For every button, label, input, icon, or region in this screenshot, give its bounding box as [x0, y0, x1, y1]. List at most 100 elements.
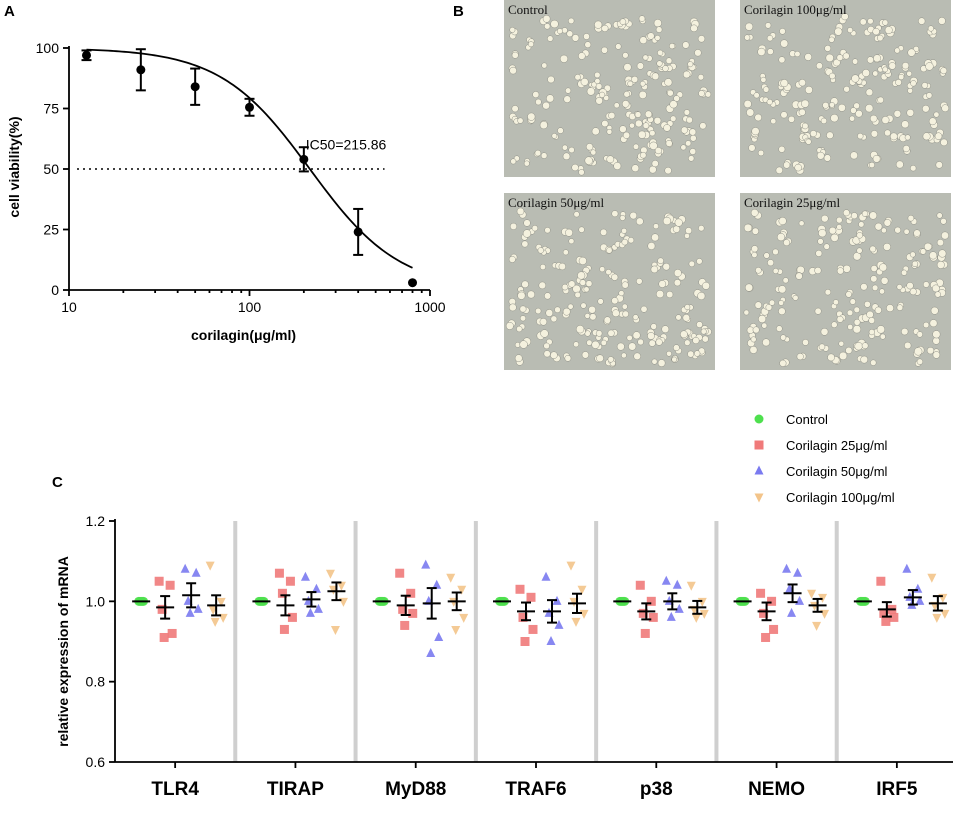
x-tick-label: 10: [61, 299, 77, 315]
cell: [921, 82, 929, 89]
cell: [843, 85, 850, 93]
cell: [585, 143, 594, 151]
cell: [805, 138, 812, 145]
cell: [622, 52, 629, 59]
cell: [794, 163, 802, 172]
cell: [649, 129, 656, 137]
cell: [651, 160, 659, 168]
data-point: [287, 612, 297, 622]
cell: [657, 49, 664, 56]
data-point: [408, 608, 418, 618]
category-label: p38: [640, 779, 673, 800]
cell: [595, 83, 603, 90]
cell: [633, 352, 641, 361]
cell: [615, 43, 622, 50]
cell: [606, 247, 613, 254]
cell: [562, 249, 569, 256]
cell: [637, 338, 644, 346]
cell: [665, 139, 673, 147]
micrograph: Corilagin 50μg/ml: [504, 193, 715, 370]
cell: [877, 96, 884, 104]
cell: [577, 271, 586, 280]
cell: [517, 291, 526, 300]
cell: [657, 359, 666, 367]
cell: [586, 339, 593, 346]
data-point: [245, 102, 254, 112]
cell: [763, 252, 770, 259]
y-tick-label: 50: [43, 161, 59, 177]
cell: [744, 283, 754, 292]
data-point: [210, 617, 220, 627]
cell: [655, 26, 663, 33]
cell: [910, 165, 917, 172]
data-point: [515, 584, 525, 594]
cell: [673, 269, 682, 277]
cell: [853, 102, 860, 110]
cell: [938, 17, 946, 25]
cell: [766, 98, 773, 106]
cell: [565, 87, 572, 94]
data-point: [520, 637, 530, 646]
cell: [666, 89, 674, 97]
cell: [925, 62, 934, 71]
cell: [632, 314, 639, 321]
cell: [886, 304, 894, 313]
cell: [907, 214, 915, 222]
cell: [898, 73, 905, 81]
cell: [697, 74, 705, 81]
cell: [514, 354, 523, 363]
cell: [857, 132, 864, 140]
cell: [828, 36, 835, 43]
cell: [696, 258, 703, 265]
cell: [845, 291, 852, 298]
cell: [830, 113, 839, 123]
cell: [651, 233, 660, 242]
cell: [584, 313, 591, 319]
cell: [692, 336, 700, 345]
micrograph-background: [740, 193, 951, 370]
cell: [856, 232, 863, 239]
panel-a-dose-response-chart: 0 25 50 75 100 10 100 1000 corilagin(μg/ml) cell …: [6, 40, 446, 343]
cell: [814, 307, 822, 315]
data-point: [767, 596, 777, 606]
cell: [783, 239, 791, 247]
cell: [829, 72, 836, 80]
cell: [505, 321, 514, 330]
cell: [847, 324, 854, 330]
cell: [869, 211, 878, 220]
cell: [907, 87, 913, 94]
cell: [701, 335, 709, 343]
cell: [842, 52, 850, 60]
cell: [909, 251, 916, 258]
cell: [547, 35, 554, 42]
cell: [639, 151, 647, 159]
cell: [941, 104, 950, 113]
cell: [837, 103, 846, 112]
cell: [918, 17, 926, 25]
cell: [580, 77, 589, 86]
cell: [904, 341, 912, 350]
cell: [845, 346, 853, 354]
cell: [673, 279, 681, 287]
cell: [860, 355, 869, 364]
data-point: [787, 607, 797, 617]
cell: [801, 99, 810, 108]
cell: [757, 149, 765, 157]
data-point: [159, 632, 169, 642]
cell: [627, 80, 634, 87]
cell: [554, 306, 561, 314]
cell: [794, 50, 801, 58]
cell: [573, 341, 580, 348]
data-point: [940, 609, 950, 619]
cell: [688, 260, 695, 268]
cell: [562, 152, 571, 161]
panel-b-micrographs: Control Corilagin 100μg/ml Corilagin 50μg/…: [504, 0, 951, 370]
cell: [880, 276, 889, 285]
cell: [824, 289, 832, 296]
cell: [936, 239, 944, 247]
cell: [619, 214, 626, 221]
data-point: [325, 569, 335, 579]
cell: [517, 117, 524, 124]
cell: [595, 330, 603, 337]
cell: [687, 61, 694, 68]
